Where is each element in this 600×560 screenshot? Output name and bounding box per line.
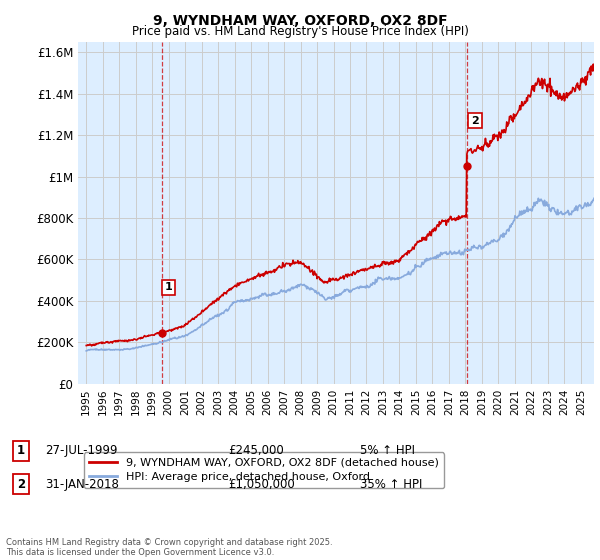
Text: 5% ↑ HPI: 5% ↑ HPI xyxy=(360,444,415,458)
Text: 31-JAN-2018: 31-JAN-2018 xyxy=(45,478,119,491)
Text: 1: 1 xyxy=(164,282,172,292)
Text: 2: 2 xyxy=(17,478,25,491)
Text: 27-JUL-1999: 27-JUL-1999 xyxy=(45,444,118,458)
Legend: 9, WYNDHAM WAY, OXFORD, OX2 8DF (detached house), HPI: Average price, detached h: 9, WYNDHAM WAY, OXFORD, OX2 8DF (detache… xyxy=(83,452,444,488)
Text: £1,050,000: £1,050,000 xyxy=(228,478,295,491)
Text: 35% ↑ HPI: 35% ↑ HPI xyxy=(360,478,422,491)
Text: £245,000: £245,000 xyxy=(228,444,284,458)
Text: Contains HM Land Registry data © Crown copyright and database right 2025.
This d: Contains HM Land Registry data © Crown c… xyxy=(6,538,332,557)
Text: 1: 1 xyxy=(17,444,25,458)
Text: Price paid vs. HM Land Registry's House Price Index (HPI): Price paid vs. HM Land Registry's House … xyxy=(131,25,469,38)
Text: 2: 2 xyxy=(471,116,479,125)
Text: 9, WYNDHAM WAY, OXFORD, OX2 8DF: 9, WYNDHAM WAY, OXFORD, OX2 8DF xyxy=(152,14,448,28)
